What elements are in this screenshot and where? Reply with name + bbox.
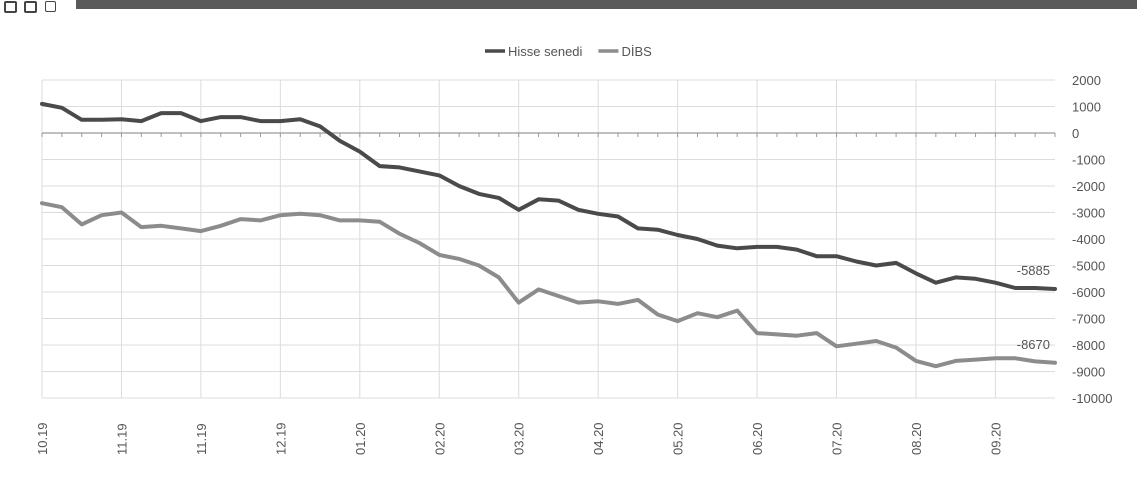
y-tick-label: 2000 xyxy=(1072,73,1101,88)
series-line xyxy=(40,101,1057,291)
chart-legend: Hisse senedi DİBS xyxy=(485,44,652,59)
y-tick-label: 1000 xyxy=(1072,100,1101,115)
window-control[interactable] xyxy=(4,1,17,13)
x-tick-label: 04.20 xyxy=(591,422,606,455)
window-title-bar xyxy=(76,0,1137,9)
x-tick-label: 11.19 xyxy=(194,423,209,455)
chart-axis xyxy=(41,132,1056,137)
x-tick-label: 08.20 xyxy=(909,422,924,455)
y-tick-label: -3000 xyxy=(1072,206,1105,221)
x-tick-label: 02.20 xyxy=(432,422,447,455)
y-tick-label: -5000 xyxy=(1072,259,1105,274)
data-label: -5885 xyxy=(1017,263,1050,278)
y-tick-labels: 2000 1000 0 -1000 -2000 -3000 -4000 -5000 -6000 -… xyxy=(1072,73,1112,406)
x-tick-label: 11.19 xyxy=(114,423,129,455)
chart-series xyxy=(40,101,1057,369)
legend-label: Hisse senedi xyxy=(508,44,583,59)
x-tick-label: 12.19 xyxy=(273,422,288,455)
legend-label: DİBS xyxy=(621,44,652,59)
y-tick-label: -6000 xyxy=(1072,285,1105,300)
x-tick-label: 06.20 xyxy=(750,422,765,455)
data-label: -8670 xyxy=(1017,337,1050,352)
window-control[interactable] xyxy=(24,1,37,13)
y-tick-label: -4000 xyxy=(1072,232,1105,247)
y-tick-label: -2000 xyxy=(1072,179,1105,194)
y-tick-label: -9000 xyxy=(1072,365,1105,380)
y-tick-label: -8000 xyxy=(1072,338,1105,353)
x-tick-labels: 10.19 11.19 11.19 12.19 01.20 02.20 03.20 04.20… xyxy=(35,422,1003,455)
x-tick-label: 10.19 xyxy=(35,422,50,455)
data-labels: -5885 -8670 xyxy=(1017,263,1050,352)
x-tick-label: 05.20 xyxy=(671,422,686,455)
series-line xyxy=(40,201,1057,369)
window-control[interactable] xyxy=(45,1,56,12)
x-tick-label: 09.20 xyxy=(988,422,1003,455)
y-tick-label: -10000 xyxy=(1072,391,1112,406)
y-tick-label: 0 xyxy=(1072,126,1079,141)
x-tick-label: 07.20 xyxy=(830,422,845,455)
x-tick-label: 03.20 xyxy=(512,422,527,455)
y-tick-label: -1000 xyxy=(1072,153,1105,168)
y-tick-label: -7000 xyxy=(1072,312,1105,327)
x-tick-label: 01.20 xyxy=(353,422,368,455)
